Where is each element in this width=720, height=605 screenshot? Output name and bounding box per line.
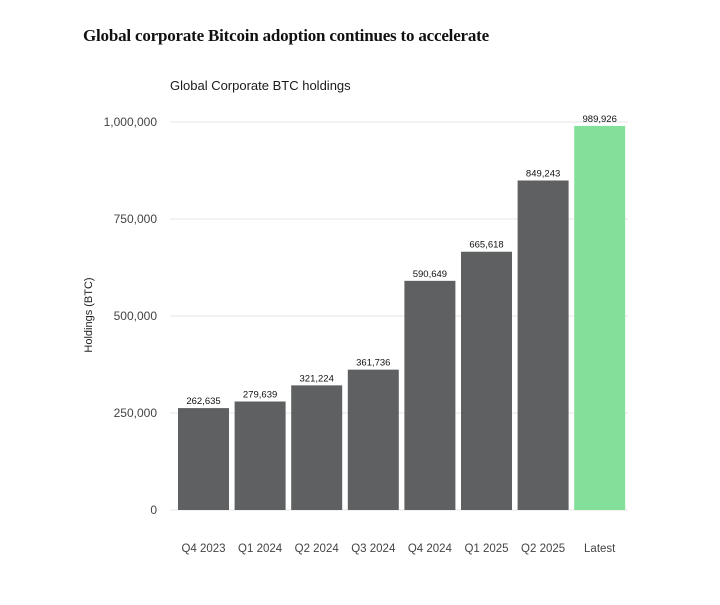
y-tick-label: 750,000 <box>114 212 158 226</box>
bar-value-label: 279,639 <box>243 390 277 401</box>
x-tick-label: Q4 2024 <box>408 543 453 555</box>
bar-value-label: 361,736 <box>356 358 390 369</box>
y-tick-label: 250,000 <box>114 406 158 420</box>
y-tick-label: 500,000 <box>114 309 158 323</box>
x-tick-label: Latest <box>584 543 616 555</box>
x-tick-label: Q1 2024 <box>238 543 283 555</box>
bar-value-label: 665,618 <box>469 240 503 251</box>
bar-value-label: 262,635 <box>186 396 220 407</box>
bar-value-labels: 262,635 279,639 321,224 361,736 590,649 665,6… <box>186 114 617 407</box>
bar <box>347 369 399 510</box>
bar-value-label: 989,926 <box>583 114 617 125</box>
x-tick-label: Q3 2024 <box>351 543 396 555</box>
x-tick-label: Q2 2024 <box>295 543 340 555</box>
headline: Global corporate Bitcoin adoption contin… <box>83 26 489 45</box>
bar-value-label: 590,649 <box>413 269 447 280</box>
bar <box>178 408 229 510</box>
y-axis-label: Holdings (BTC) <box>83 277 95 352</box>
y-tick-label: 1,000,000 <box>104 115 158 129</box>
bar <box>234 401 286 510</box>
bar-value-label: 321,224 <box>300 373 334 384</box>
x-tick-labels: Q4 2023 Q1 2024 Q2 2024 Q3 2024 Q4 2024 Q1 20… <box>181 543 616 555</box>
bar <box>404 280 456 510</box>
bar <box>517 180 569 510</box>
y-tick-labels: 0 250,000 500,000 750,000 1,000,000 <box>104 115 158 517</box>
x-tick-label: Q2 2025 <box>521 543 565 555</box>
bar <box>291 385 343 510</box>
bar <box>461 251 512 510</box>
bar <box>574 125 626 510</box>
x-tick-label: Q1 2025 <box>464 543 508 555</box>
chart-title: Global Corporate BTC holdings <box>170 78 351 93</box>
bar-value-label: 849,243 <box>526 168 560 179</box>
bars <box>178 125 626 510</box>
x-tick-label: Q4 2023 <box>181 543 225 555</box>
y-tick-label: 0 <box>150 503 157 517</box>
